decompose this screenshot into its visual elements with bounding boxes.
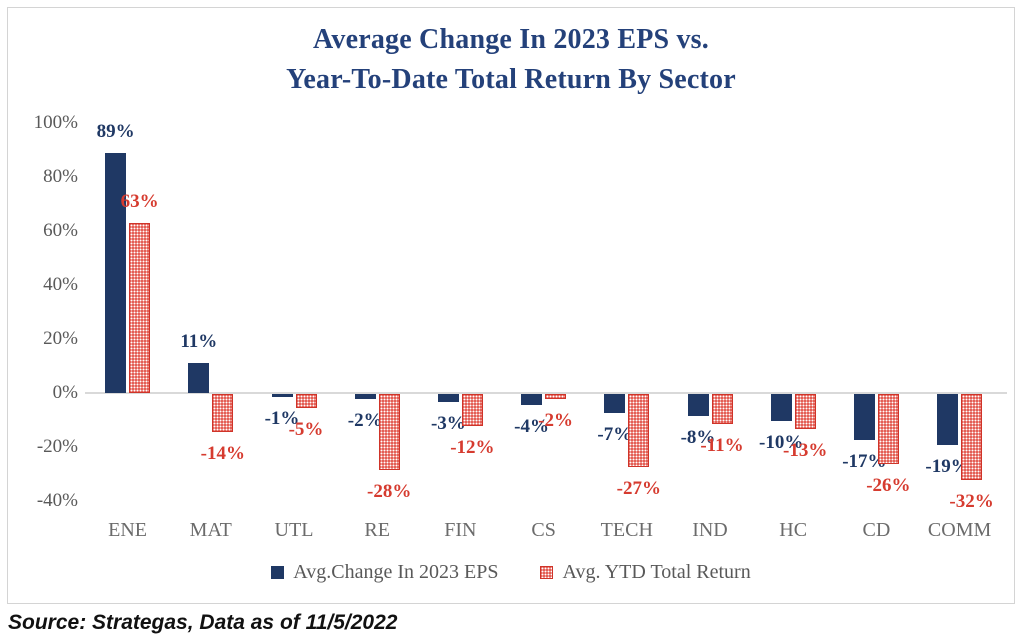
x-axis-category-label: TECH (600, 519, 653, 541)
value-label-ytd-UTL: -5% (288, 418, 324, 440)
x-axis-category-label: CS (531, 519, 556, 541)
legend-navy-swatch-icon (271, 566, 285, 579)
value-label-ytd-COMM: -32% (949, 491, 994, 513)
y-axis-tick: -20% (36, 436, 78, 457)
legend-item-ytd: Avg. YTD Total Return (540, 561, 751, 584)
value-label-eps-CD: -17% (842, 450, 887, 472)
y-axis-tick: 0% (52, 382, 78, 403)
bar-eps-ENE (105, 152, 127, 393)
value-label-ytd-RE: -28% (367, 480, 412, 502)
x-axis-category-label: RE (364, 519, 390, 541)
value-label-ytd-IND: -11% (700, 434, 744, 456)
bar-ytd-RE (378, 394, 400, 470)
bar-ytd-CD (877, 394, 899, 465)
bar-eps-FIN (437, 394, 459, 403)
legend: Avg.Change In 2023 EPS Avg. YTD Total Ret… (7, 561, 1015, 584)
bar-eps-COMM (937, 394, 959, 446)
value-label-ytd-FIN: -12% (450, 437, 495, 459)
value-label-ytd-TECH: -27% (616, 477, 661, 499)
bar-ytd-COMM (961, 394, 983, 481)
x-axis-category-label: HC (779, 519, 808, 541)
x-axis-category-label: ENE (108, 519, 148, 541)
x-axis-category-label: IND (692, 519, 728, 541)
bar-eps-CS (521, 394, 543, 405)
bar-eps-IND (687, 394, 709, 416)
chart-title: Average Change In 2023 EPS vs. Year-To-D… (7, 20, 1015, 100)
bar-eps-TECH (604, 394, 626, 413)
value-label-ytd-CD: -26% (866, 475, 911, 497)
bar-eps-HC (770, 394, 792, 421)
chart-border-box (7, 7, 1015, 604)
bar-eps-CD (853, 394, 875, 440)
x-axis-category-label: CD (862, 519, 891, 541)
y-axis-tick: 100% (33, 112, 78, 133)
value-label-eps-HC: -10% (759, 432, 804, 453)
value-label-eps-MAT: 11% (180, 331, 218, 353)
value-label-eps-UTL: -1% (264, 407, 300, 429)
bar-eps-UTL (271, 394, 293, 397)
bar-ytd-MAT (212, 394, 234, 432)
y-axis-tick: 80% (43, 166, 78, 187)
legend-item-eps: Avg.Change In 2023 EPS (271, 561, 498, 584)
bar-ytd-UTL (295, 394, 317, 408)
chart-title-line2: Year-To-Date Total Return By Sector (286, 64, 736, 95)
value-label-ytd-HC: -13% (783, 440, 828, 462)
value-label-eps-ENE: 89% (96, 120, 135, 142)
legend-label: Avg.Change In 2023 EPS (293, 561, 499, 583)
bar-ytd-TECH (628, 394, 650, 467)
bar-eps-RE (354, 394, 376, 400)
value-label-eps-TECH: -7% (597, 423, 633, 445)
value-label-eps-RE: -2% (347, 410, 383, 432)
x-axis-category-label: COMM (927, 519, 992, 541)
chart-title-line1: Average Change In 2023 EPS vs. (313, 24, 709, 55)
y-axis-tick: 60% (43, 220, 78, 241)
value-label-eps-CS: -4% (514, 415, 549, 437)
x-axis-category-label: FIN (444, 519, 477, 541)
x-axis-category-label: UTL (274, 519, 314, 541)
bar-eps-MAT (188, 363, 210, 393)
y-axis-tick: 20% (43, 328, 78, 349)
y-axis-tick: -40% (36, 490, 78, 511)
bar-ytd-IND (711, 394, 733, 424)
bar-ytd-FIN (461, 394, 483, 427)
value-label-ytd-ENE: 63% (120, 190, 159, 212)
value-label-ytd-MAT: -14% (200, 442, 245, 464)
bar-ytd-ENE (129, 222, 151, 393)
value-label-eps-IND: -8% (680, 426, 716, 448)
zero-gridline (85, 392, 1007, 394)
value-label-eps-FIN: -3% (430, 413, 466, 435)
y-axis-tick: 40% (43, 274, 78, 295)
source-note: Source: Strategas, Data as of 11/5/2022 (8, 611, 398, 634)
x-axis-category-label: MAT (189, 519, 232, 541)
bar-ytd-HC (794, 394, 816, 430)
value-label-eps-COMM: -19% (925, 456, 970, 478)
legend-label: Avg. YTD Total Return (562, 561, 751, 583)
bar-ytd-CS (545, 394, 567, 400)
legend-red-dotted-swatch-icon (540, 566, 554, 579)
value-label-ytd-CS: -2% (538, 410, 573, 432)
